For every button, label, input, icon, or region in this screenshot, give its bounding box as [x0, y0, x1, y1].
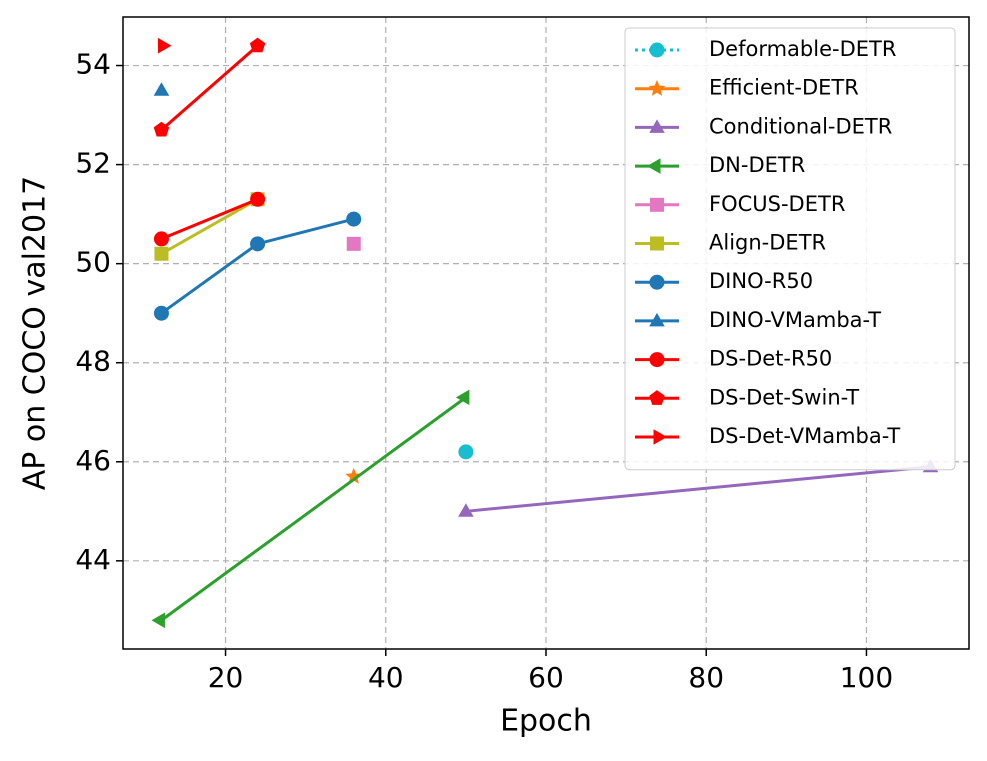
series-line — [465, 465, 931, 513]
series-line — [160, 197, 259, 256]
series-line — [160, 396, 467, 622]
legend-label: DS-Det-Swin-T — [709, 385, 859, 409]
marker — [458, 503, 474, 517]
marker — [455, 389, 470, 406]
x-tick-label: 20 — [208, 661, 244, 694]
x-tick-label: 40 — [368, 661, 404, 694]
marker — [458, 444, 474, 460]
y-tick-label: 52 — [75, 147, 111, 180]
legend-label: FOCUS-DETR — [709, 192, 845, 216]
y-axis-label: AP on COCO val2017 — [18, 176, 53, 491]
legend-marker — [647, 158, 661, 174]
marker — [157, 37, 172, 54]
marker — [250, 236, 266, 252]
legend-label: DINO-VMamba-T — [709, 308, 881, 332]
legend-box — [624, 27, 956, 471]
legend-marker — [649, 390, 665, 405]
plot-frame — [122, 16, 970, 650]
series-line — [160, 217, 355, 315]
marker — [346, 211, 362, 227]
x-tick-label: 80 — [688, 661, 724, 694]
marker — [151, 612, 165, 629]
x-tick-label: 100 — [840, 661, 893, 694]
marker — [154, 246, 169, 261]
y-tick-label: 48 — [75, 345, 111, 378]
marker — [346, 236, 361, 251]
marker — [153, 305, 169, 321]
legend-label: Efficient-DETR — [709, 76, 859, 100]
legend-marker — [649, 352, 665, 368]
marker — [250, 191, 266, 207]
y-tick-label: 46 — [75, 444, 111, 477]
marker — [153, 121, 170, 137]
y-tick-label: 44 — [75, 543, 111, 576]
x-axis-label: Epoch — [500, 704, 592, 739]
legend-marker — [650, 236, 664, 251]
marker — [249, 37, 266, 53]
series-line — [160, 44, 259, 132]
legend-label: DINO-R50 — [709, 269, 813, 293]
series-line — [160, 197, 259, 241]
legend-marker — [649, 119, 665, 133]
legend-label: Deformable-DETR — [709, 37, 896, 61]
legend-label: DN-DETR — [709, 153, 805, 177]
legend-marker — [649, 274, 665, 290]
legend-marker — [648, 79, 666, 96]
y-tick-label: 54 — [75, 48, 111, 81]
marker — [153, 231, 169, 247]
x-tick-label: 60 — [528, 661, 564, 694]
legend-marker — [653, 429, 667, 445]
legend-marker — [649, 312, 665, 327]
marker — [153, 82, 170, 96]
legend-label: Conditional-DETR — [709, 114, 892, 138]
legend-label: DS-Det-R50 — [709, 347, 832, 371]
legend-label: DS-Det-VMamba-T — [709, 424, 900, 448]
legend-marker — [650, 197, 664, 212]
legend-marker — [649, 42, 665, 58]
legend-label: Align-DETR — [709, 231, 826, 255]
y-tick-label: 50 — [75, 246, 111, 279]
